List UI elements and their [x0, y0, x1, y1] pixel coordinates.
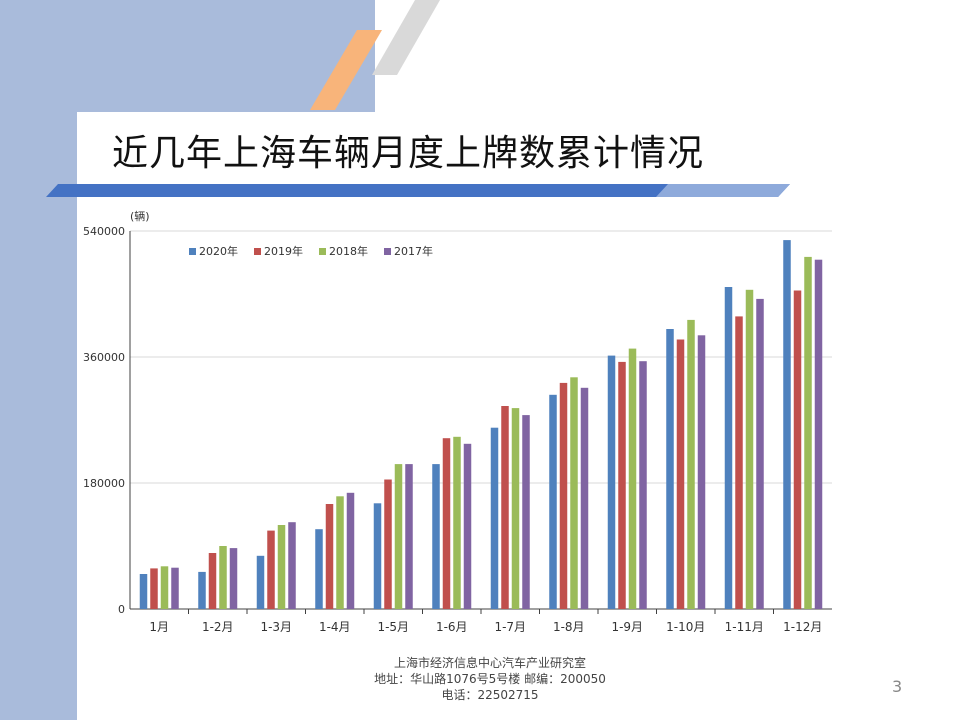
bar-2019年-1-12月 — [793, 290, 802, 609]
bar-2019年-1-2月 — [208, 553, 217, 609]
page-number: 3 — [892, 677, 903, 696]
page-title: 近几年上海车辆月度上牌数累计情况 — [112, 133, 705, 174]
bar-2020年-1-6月 — [432, 464, 440, 609]
bar-2019年-1-11月 — [735, 316, 743, 609]
bar-2018年-1-4月 — [336, 496, 344, 609]
bar-2017年-1月 — [171, 567, 179, 609]
legend-swatch-2019年 — [254, 248, 261, 255]
bar-2020年-1月 — [139, 574, 148, 609]
bar-2017年-1-7月 — [522, 415, 530, 609]
bar-2019年-1-5月 — [384, 479, 392, 609]
x-tick-label: 1月 — [149, 620, 169, 634]
footer-org: 上海市经济信息中心汽车产业研究室 — [393, 656, 586, 670]
legend-label: 2018年 — [329, 244, 368, 258]
bar-2018年-1-7月 — [511, 408, 520, 609]
bar-2018年-1-12月 — [804, 256, 812, 609]
bar-2018年-1-3月 — [277, 525, 286, 609]
legend-swatch-2018年 — [319, 248, 326, 255]
footer: 上海市经济信息中心汽车产业研究室 地址：华山路1076号5号楼 邮编：20005… — [300, 655, 680, 703]
x-tick-label: 1-12月 — [783, 620, 822, 634]
bar-2018年-1-10月 — [687, 319, 695, 609]
x-tick-label: 1-6月 — [436, 620, 468, 634]
bar-2020年-1-5月 — [373, 503, 382, 609]
bar-2019年-1-10月 — [676, 339, 685, 609]
bar-2019年-1-9月 — [618, 361, 626, 609]
left-decor-band — [0, 0, 77, 720]
bar-2017年-1-9月 — [639, 361, 647, 609]
legend-swatch-2020年 — [189, 248, 196, 255]
legend-swatch-2017年 — [384, 248, 391, 255]
bar-chart: 0 180000 360000 540000 (辆) 1月 1-2月 1-3月 1-4月 1-5月… — [83, 209, 832, 634]
bar-2019年-1-3月 — [267, 530, 275, 609]
y-tick-label: 0 — [118, 603, 125, 616]
legend-label: 2017年 — [394, 244, 433, 258]
bar-2020年-1-10月 — [666, 329, 674, 609]
bar-2017年-1-12月 — [814, 259, 823, 609]
bar-2020年-1-12月 — [783, 240, 791, 609]
bar-2019年-1-8月 — [559, 382, 568, 609]
gray-diagonal-stripe — [372, 0, 440, 75]
x-tick-label: 1-5月 — [377, 620, 409, 634]
bar-2019年-1-4月 — [325, 504, 334, 609]
legend-label: 2020年 — [199, 244, 238, 258]
bar-2017年-1-4月 — [346, 492, 355, 609]
bar-2019年-1-6月 — [442, 438, 451, 609]
bar-2018年-1-11月 — [745, 289, 754, 609]
x-tick-label: 1-10月 — [666, 620, 705, 634]
bar-2018年-1-5月 — [394, 464, 403, 609]
bar-2019年-1月 — [150, 568, 158, 609]
bar-2017年-1-8月 — [580, 387, 589, 609]
bar-2017年-1-3月 — [288, 522, 296, 609]
x-tick-label: 1-3月 — [260, 620, 292, 634]
bar-2018年-1-6月 — [453, 436, 461, 609]
bar-2018年-1-8月 — [570, 377, 578, 609]
bar-2020年-1-7月 — [490, 427, 499, 609]
legend-label: 2019年 — [264, 244, 303, 258]
title-panel — [77, 112, 960, 184]
footer-phone: 电话：22502715 — [441, 688, 539, 702]
title-underline-highlight — [656, 184, 790, 197]
y-unit-label: (辆) — [130, 209, 150, 223]
bar-2018年-1月 — [160, 566, 169, 609]
bar-2017年-1-11月 — [756, 298, 764, 609]
bar-2020年-1-4月 — [315, 529, 323, 609]
bar-2020年-1-3月 — [256, 555, 265, 609]
bar-2017年-1-2月 — [229, 548, 238, 609]
y-tick-label: 180000 — [83, 477, 125, 490]
chart-container: 0 180000 360000 540000 (辆) 1月 1-2月 1-3月 1-4月 1-5月… — [77, 200, 857, 650]
orange-diagonal-stripe — [310, 30, 382, 110]
y-tick-label: 360000 — [83, 351, 125, 364]
bar-2017年-1-5月 — [405, 464, 413, 609]
bar-2017年-1-10月 — [697, 335, 706, 609]
footer-address: 地址：华山路1076号5号楼 邮编：200050 — [374, 672, 606, 686]
bar-2020年-1-9月 — [607, 355, 616, 609]
bar-2019年-1-7月 — [501, 406, 509, 609]
x-tick-label: 1-9月 — [611, 620, 643, 634]
x-tick-label: 1-11月 — [725, 620, 764, 634]
y-tick-label: 540000 — [83, 225, 125, 238]
bar-2020年-1-2月 — [198, 571, 206, 609]
bar-2018年-1-9月 — [628, 348, 637, 609]
x-tick-label: 1-2月 — [202, 620, 234, 634]
bar-2020年-1-11月 — [724, 287, 733, 609]
x-tick-label: 1-8月 — [553, 620, 585, 634]
top-decor-band — [0, 0, 375, 112]
title-underline-bar — [46, 184, 790, 197]
bar-2020年-1-8月 — [549, 394, 557, 609]
bar-2018年-1-2月 — [219, 546, 227, 609]
x-tick-label: 1-4月 — [319, 620, 351, 634]
bar-2017年-1-6月 — [463, 443, 472, 609]
x-tick-label: 1-7月 — [494, 620, 526, 634]
